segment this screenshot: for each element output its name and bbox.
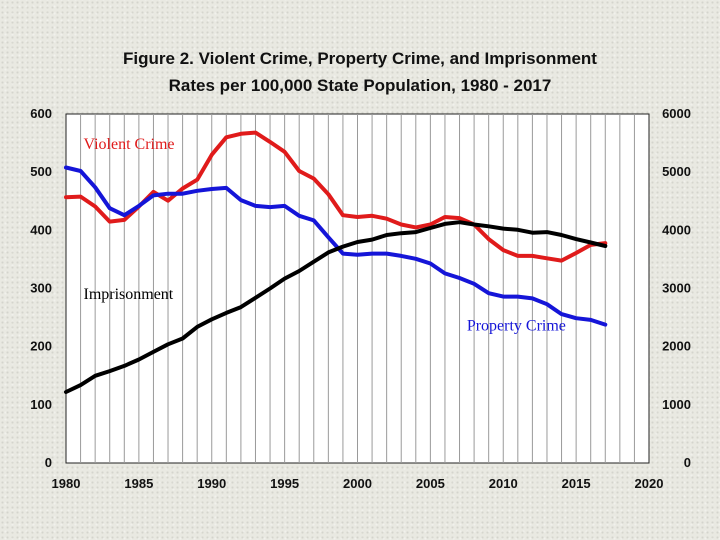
right-y-tick-label: 4000 — [662, 222, 691, 237]
left-y-tick-label: 500 — [30, 164, 52, 179]
vertical-gridlines — [80, 114, 635, 463]
x-axis: 1980 1985 1990 1995 2000 2005 2010 2015 2020 — [52, 476, 664, 491]
x-tick-label: 1980 — [52, 476, 81, 491]
x-tick-label: 1985 — [124, 476, 153, 491]
left-y-tick-label: 600 — [30, 106, 52, 121]
x-tick-label: 2010 — [489, 476, 518, 491]
chart-title-line-1: Figure 2. Violent Crime, Property Crime,… — [123, 49, 597, 68]
right-y-tick-label: 2000 — [662, 339, 691, 354]
x-tick-label: 1990 — [197, 476, 226, 491]
right-y-axis: 0 1000 2000 3000 4000 5000 6000 — [662, 106, 691, 470]
right-y-tick-label: 3000 — [662, 281, 691, 296]
right-y-tick-label: 0 — [684, 455, 691, 470]
x-tick-label: 2015 — [562, 476, 591, 491]
left-y-tick-label: 300 — [30, 281, 52, 296]
series-lines — [64, 130, 608, 394]
right-y-tick-label: 1000 — [662, 397, 691, 412]
right-y-tick-label: 5000 — [662, 164, 691, 179]
x-tick-label: 1995 — [270, 476, 299, 491]
series-line-property-crime — [64, 165, 608, 327]
chart-title-line-2: Rates per 100,000 State Population, 1980… — [169, 76, 552, 95]
label-imprisonment: Imprisonment — [83, 286, 173, 303]
left-y-tick-label: 0 — [45, 455, 52, 470]
series-labels: Violent Crime Imprisonment Property Crime — [83, 136, 565, 334]
label-violent-crime: Violent Crime — [83, 136, 174, 153]
left-y-axis: 0 100 200 300 400 500 600 — [30, 106, 52, 470]
series-line-imprisonment — [64, 220, 608, 394]
left-y-tick-label: 100 — [30, 397, 52, 412]
x-tick-label: 2000 — [343, 476, 372, 491]
x-tick-label: 2020 — [635, 476, 664, 491]
left-y-tick-label: 200 — [30, 339, 52, 354]
x-tick-label: 2005 — [416, 476, 445, 491]
label-property-crime: Property Crime — [467, 317, 566, 334]
left-y-tick-label: 400 — [30, 222, 52, 237]
right-y-tick-label: 6000 — [662, 106, 691, 121]
